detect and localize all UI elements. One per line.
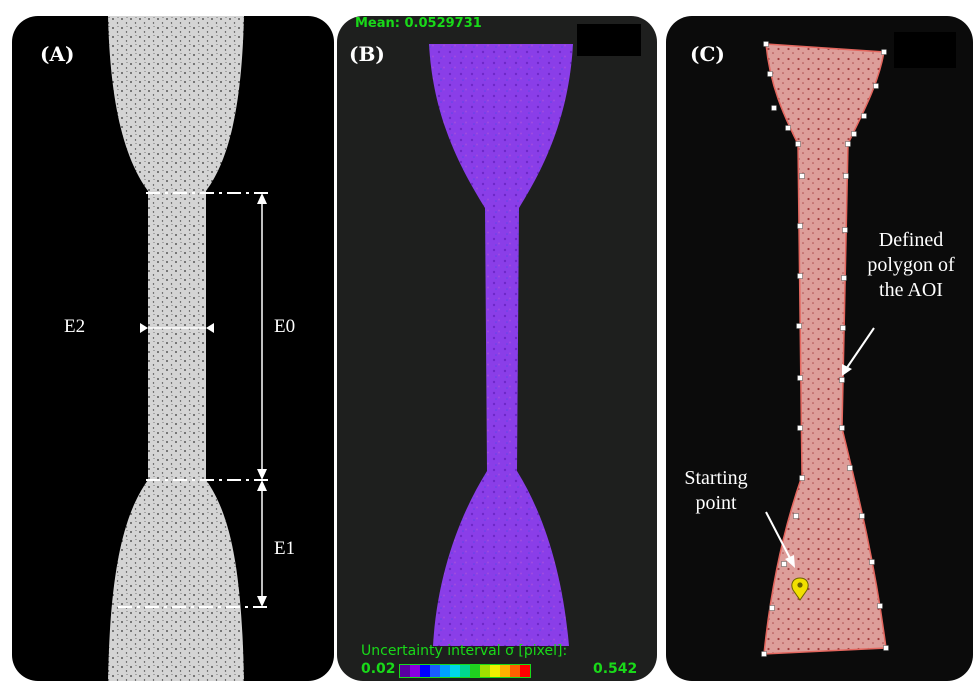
- polygon-vertex: [761, 651, 767, 657]
- panel-c: (C) Defined polygon of the AOI Starting …: [666, 16, 973, 681]
- polygon-vertex: [839, 425, 845, 431]
- colorbar-swatch: [420, 665, 430, 677]
- polygon-vertex: [797, 273, 803, 279]
- polygon-vertex: [861, 113, 867, 119]
- polygon-vertex: [842, 227, 848, 233]
- colorbar-swatch: [400, 665, 410, 677]
- uncertainty-map: [429, 44, 573, 646]
- panel-a: (A) E2 E0 E1: [12, 16, 334, 681]
- colorbar-swatch: [450, 665, 460, 677]
- dimension-e0-label: E0: [274, 316, 296, 337]
- colorbar-scale: [399, 664, 531, 678]
- starting-point-annotation: Starting point: [668, 466, 764, 516]
- colorbar-swatch: [480, 665, 490, 677]
- specimen-b-graphic: [429, 24, 641, 646]
- polygon-vertex: [763, 41, 769, 47]
- polygon-vertex: [796, 323, 802, 329]
- polygon-vertex: [799, 173, 805, 179]
- polygon-vertex: [797, 223, 803, 229]
- colorbar-swatch: [470, 665, 480, 677]
- dogbone-specimen: [108, 16, 244, 681]
- polygon-vertex: [799, 475, 805, 481]
- polygon-vertex: [797, 375, 803, 381]
- polygon-vertex: [881, 49, 887, 55]
- colorbar-swatch: [430, 665, 440, 677]
- redaction-box: [577, 24, 641, 56]
- redaction-box: [894, 32, 956, 68]
- polygon-vertex: [883, 645, 889, 651]
- polygon-vertices: [761, 41, 889, 657]
- polygon-vertex: [793, 513, 799, 519]
- polygon-vertex: [767, 71, 773, 77]
- polygon-vertex: [797, 425, 803, 431]
- colorbar-min: 0.02: [361, 661, 396, 677]
- colorbar-max: 0.542: [593, 661, 638, 677]
- polygon-vertex: [769, 605, 775, 611]
- specimen-a-graphic: [108, 16, 272, 681]
- dimension-e1-label: E1: [274, 538, 296, 559]
- polygon-annotation: Defined polygon of the AOI: [852, 228, 970, 303]
- polygon-vertex: [877, 603, 883, 609]
- starting-point-annotation-line: Starting: [684, 467, 748, 489]
- polygon-vertex: [781, 561, 787, 567]
- panel-b: (B) Mean: 0.0529731 Uncertainty interval…: [337, 16, 657, 681]
- dimension-e2-label: E2: [64, 316, 86, 337]
- starting-point-annotation-line: point: [695, 492, 737, 514]
- polygon-vertex: [771, 105, 777, 111]
- panel-c-label: (C): [690, 42, 725, 66]
- polygon-vertex: [869, 559, 875, 565]
- polygon-vertex: [847, 465, 853, 471]
- specimen-c-graphic: [761, 32, 956, 657]
- polygon-vertex: [859, 513, 865, 519]
- polygon-vertex: [785, 125, 791, 131]
- polygon-vertex: [873, 83, 879, 89]
- starting-point-marker: [791, 577, 809, 601]
- polygon-vertex: [843, 173, 849, 179]
- polygon-vertex: [845, 141, 851, 147]
- colorbar-title: Uncertainty interval σ [pixel]:: [361, 643, 568, 659]
- panel-a-label: (A): [40, 42, 75, 66]
- polygon-vertex: [851, 131, 857, 137]
- colorbar-swatch: [460, 665, 470, 677]
- polygon-vertex: [841, 275, 847, 281]
- colorbar-swatch: [510, 665, 520, 677]
- colorbar-swatch: [490, 665, 500, 677]
- colorbar-swatch: [440, 665, 450, 677]
- mean-value-readout: Mean: 0.0529731: [355, 16, 482, 31]
- panel-b-label: (B): [349, 42, 385, 66]
- polygon-annotation-line: polygon of: [867, 254, 955, 276]
- polygon-annotation-line: Defined: [878, 229, 944, 251]
- polygon-vertex: [840, 325, 846, 331]
- polygon-vertex: [795, 141, 801, 147]
- polygon-vertex: [839, 377, 845, 383]
- polygon-annotation-line: the AOI: [879, 279, 943, 301]
- colorbar-swatch: [500, 665, 510, 677]
- colorbar-swatch: [520, 665, 530, 677]
- colorbar-swatch: [410, 665, 420, 677]
